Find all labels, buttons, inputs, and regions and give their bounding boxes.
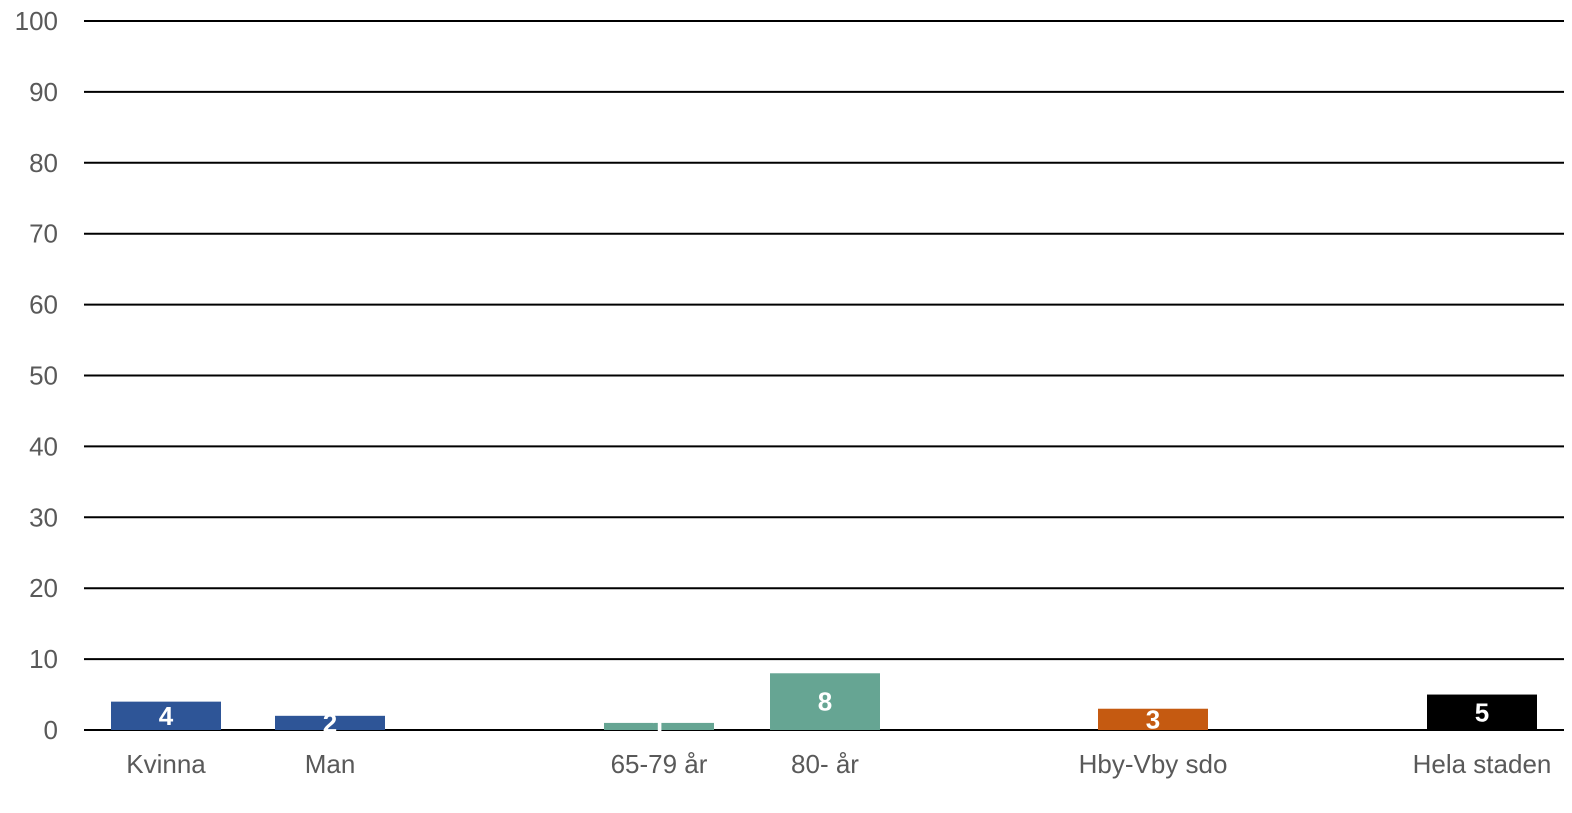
data-label: 4	[159, 701, 174, 731]
category-label: Kvinna	[126, 749, 206, 779]
y-tick-label: 0	[44, 715, 58, 745]
y-tick-label: 90	[29, 77, 58, 107]
bar	[604, 722, 714, 730]
y-tick-label: 50	[29, 361, 58, 391]
gridlines	[84, 20, 1564, 731]
data-label: 1	[652, 711, 666, 741]
y-tick-label: 20	[29, 573, 58, 603]
bar	[770, 673, 880, 730]
data-label: 2	[323, 708, 337, 738]
y-tick-label: 10	[29, 644, 58, 674]
bars	[111, 673, 1537, 730]
bar	[1427, 694, 1537, 730]
category-label: Hby-Vby sdo	[1079, 749, 1228, 779]
bar	[275, 715, 385, 730]
data-label: 8	[818, 687, 832, 717]
y-tick-label: 80	[29, 148, 58, 178]
category-label: Hela staden	[1413, 749, 1552, 779]
y-tick-label: 40	[29, 431, 58, 461]
category-label: 80- år	[791, 749, 859, 779]
y-tick-label: 100	[15, 6, 58, 36]
y-tick-label: 30	[29, 502, 58, 532]
y-axis-tick-labels: 0 10 20 30 40 50 60 70 80 90 100	[15, 6, 58, 745]
y-tick-label: 70	[29, 219, 58, 249]
x-axis-category-labels: Kvinna Man 65-79 år 80- år Hby-Vby sdo Hela s…	[126, 749, 1551, 779]
data-label: 5	[1475, 697, 1489, 727]
category-label: Man	[305, 749, 356, 779]
bar	[111, 701, 221, 730]
bar	[1098, 708, 1208, 730]
data-label: 3	[1146, 704, 1160, 734]
category-label: 65-79 år	[611, 749, 708, 779]
data-labels: 4 2 1 8 3 5	[159, 687, 1489, 742]
y-tick-label: 60	[29, 290, 58, 320]
